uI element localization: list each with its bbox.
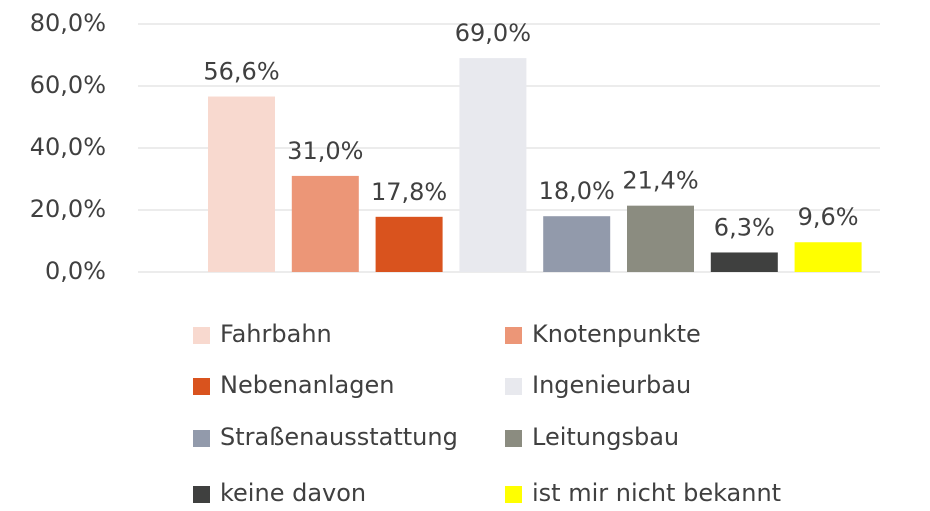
bar: [794, 242, 862, 272]
y-tick-label: 0,0%: [45, 257, 106, 285]
legend-swatch: [193, 430, 210, 447]
bar: [375, 216, 443, 272]
y-tick-label: 80,0%: [30, 9, 106, 37]
data-label: 56,6%: [203, 58, 279, 86]
y-tick-label: 20,0%: [30, 195, 106, 223]
legend-swatch: [505, 486, 522, 503]
legend-label: Ingenieurbau: [532, 371, 691, 399]
bar: [543, 216, 611, 272]
legend-swatch: [505, 378, 522, 395]
bar: [710, 252, 778, 272]
y-tick-label: 40,0%: [30, 133, 106, 161]
legend-swatch: [505, 430, 522, 447]
legend-label: Nebenanlagen: [220, 371, 394, 399]
data-label: 6,3%: [714, 213, 775, 241]
legend-swatch: [193, 378, 210, 395]
bar: [208, 96, 275, 272]
legend-label: Fahrbahn: [220, 320, 332, 348]
bar: [459, 58, 527, 272]
legend-swatch: [193, 327, 210, 344]
legend-label: keine davon: [220, 479, 366, 507]
legend-label: Straßenausstattung: [220, 423, 458, 451]
data-label: 21,4%: [622, 167, 698, 195]
data-label: 69,0%: [455, 19, 531, 47]
data-label: 17,8%: [371, 178, 447, 206]
legend-label: ist mir nicht bekannt: [532, 479, 781, 507]
data-label: 31,0%: [287, 137, 363, 165]
legend-label: Knotenpunkte: [532, 320, 701, 348]
bar: [291, 175, 359, 272]
data-label: 18,0%: [539, 177, 615, 205]
y-tick-label: 60,0%: [30, 71, 106, 99]
bar: [627, 205, 694, 272]
legend-swatch: [193, 486, 210, 503]
data-label: 9,6%: [798, 203, 859, 231]
legend-swatch: [505, 327, 522, 344]
legend-label: Leitungsbau: [532, 423, 679, 451]
